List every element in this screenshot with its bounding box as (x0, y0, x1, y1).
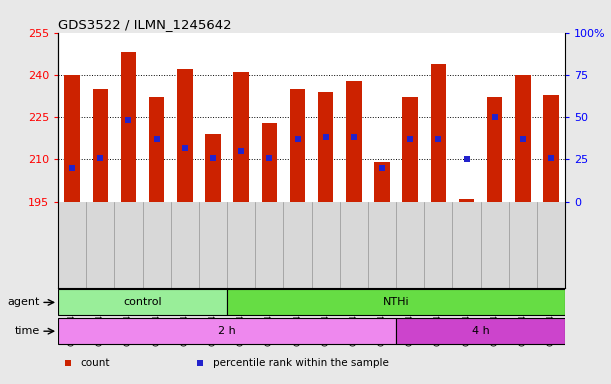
Bar (459, 199, 474, 202)
Bar (396, 318, 565, 344)
Bar (318, 92, 334, 202)
Bar (121, 52, 136, 202)
Bar (262, 123, 277, 202)
Text: agent: agent (7, 297, 40, 308)
Bar (58, 290, 227, 315)
Text: time: time (15, 326, 40, 336)
Bar (58, 318, 396, 344)
Bar (92, 89, 108, 202)
Bar (346, 81, 362, 202)
Bar (233, 72, 249, 202)
Bar (290, 89, 306, 202)
Bar (375, 162, 390, 202)
Bar (149, 98, 164, 202)
Bar (543, 94, 559, 202)
Bar (431, 64, 446, 202)
Text: GDS3522 / ILMN_1245642: GDS3522 / ILMN_1245642 (58, 18, 232, 31)
Bar (205, 134, 221, 202)
Bar (64, 75, 80, 202)
Text: percentile rank within the sample: percentile rank within the sample (213, 358, 389, 368)
Text: 4 h: 4 h (472, 326, 489, 336)
Text: 2 h: 2 h (218, 326, 236, 336)
Bar (227, 290, 565, 315)
Bar (177, 69, 192, 202)
Bar (487, 98, 502, 202)
Text: control: control (123, 297, 162, 308)
Bar (515, 75, 531, 202)
Bar (403, 98, 418, 202)
Text: NTHi: NTHi (383, 297, 409, 308)
Text: count: count (81, 358, 111, 368)
